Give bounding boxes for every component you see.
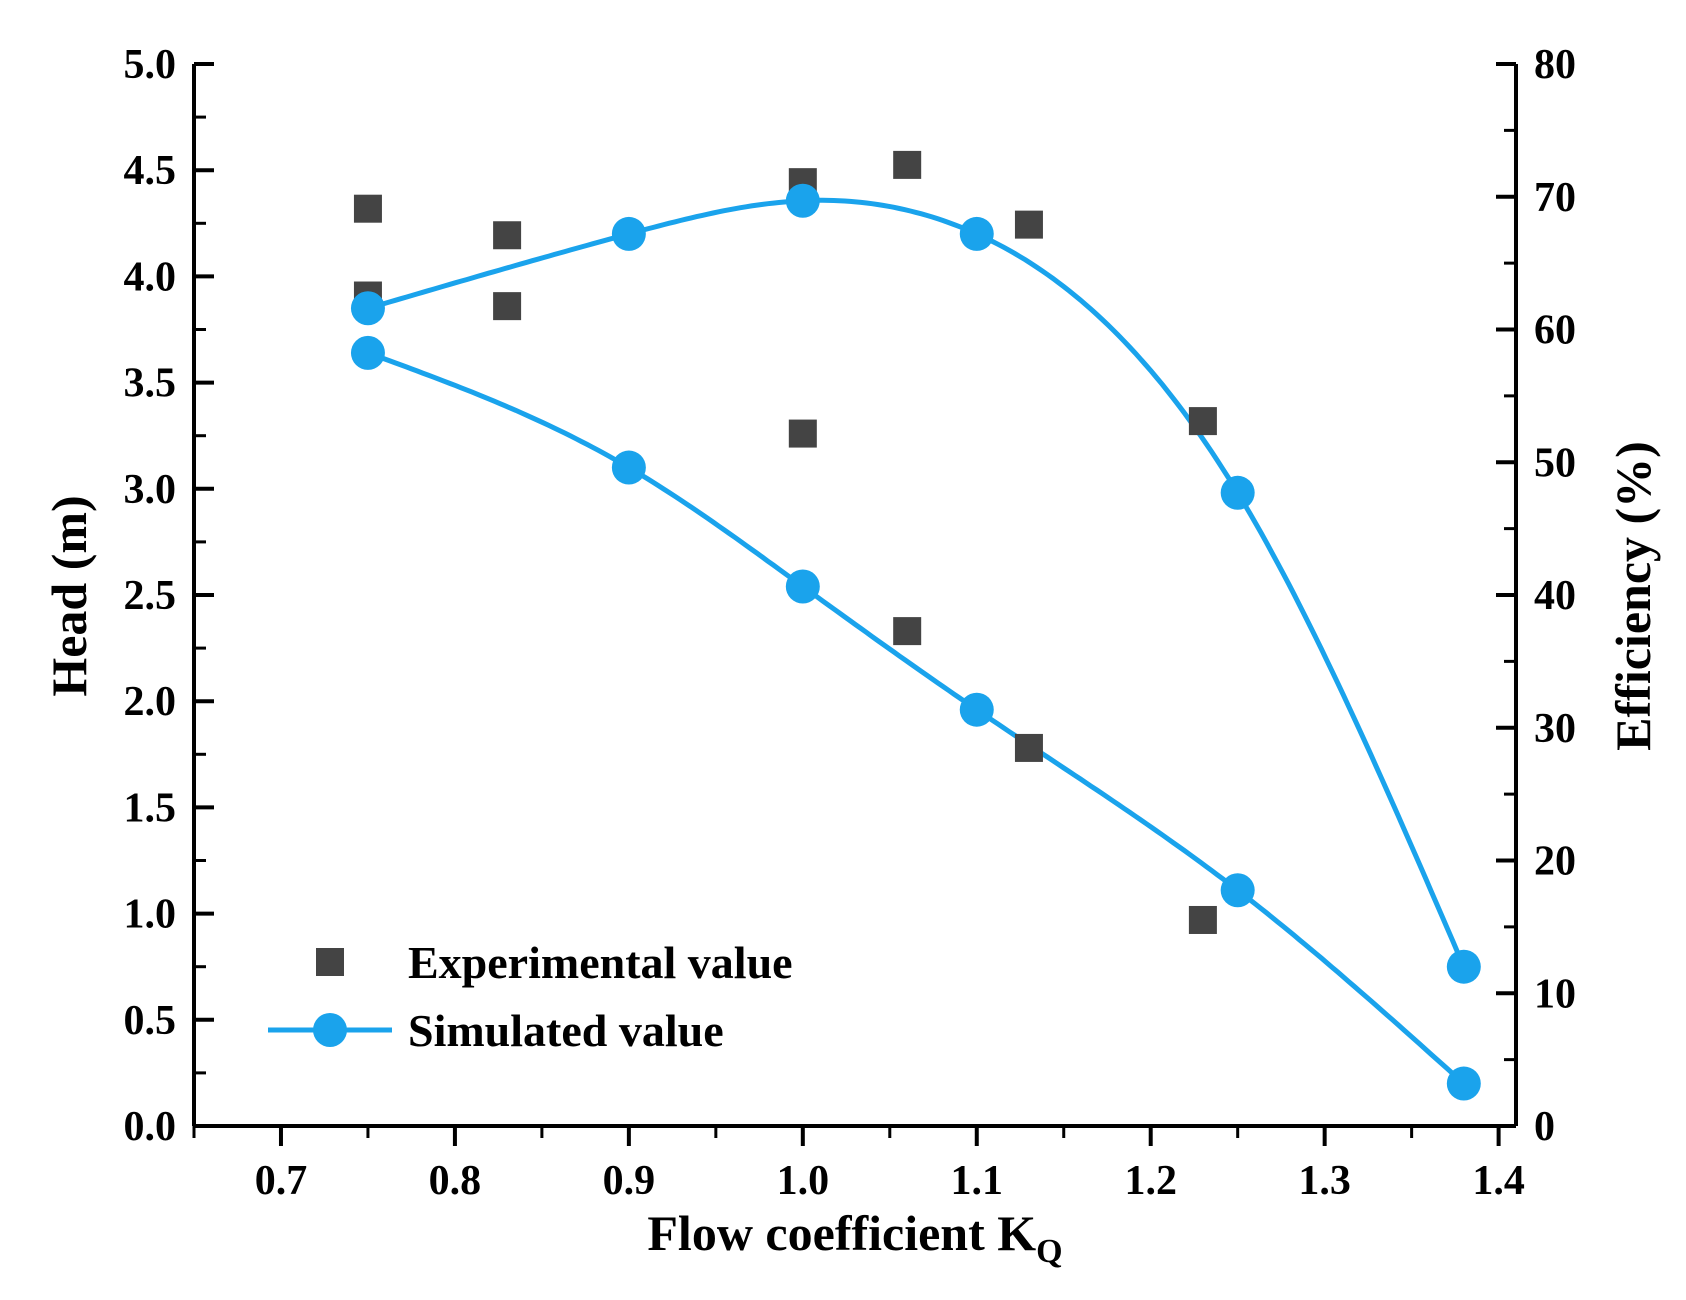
y-left-tick-label: 4.0: [124, 254, 177, 300]
simulated-head-point: [1220, 873, 1255, 908]
x-tick-label: 1.4: [1472, 1158, 1525, 1204]
legend-simulated-label: Simulated value: [408, 1005, 724, 1056]
y-right-tick-label: 80: [1534, 42, 1576, 88]
y-left-tick-label: 3.0: [124, 467, 177, 513]
y-right-tick-label: 40: [1534, 573, 1576, 619]
simulated-head-point: [350, 335, 385, 370]
simulated-head-point: [1446, 1066, 1481, 1101]
y-left-tick-label: 4.5: [124, 148, 177, 194]
y-axis-left-title: Head (m): [41, 495, 97, 696]
simulated-head-curve: [367, 350, 1466, 1086]
legend-experimental-label: Experimental value: [408, 937, 793, 988]
simulated-efficiency-point: [785, 183, 820, 218]
simulated-efficiency-point: [959, 216, 994, 251]
x-tick-label: 1.1: [951, 1158, 1004, 1204]
legend-simulated-marker: [313, 1013, 347, 1047]
experimental-head-point: [1014, 733, 1043, 762]
experimental-efficiency-point: [353, 194, 382, 223]
experimental-head-point: [1188, 905, 1217, 934]
x-tick-label: 1.3: [1298, 1158, 1351, 1204]
x-tick-label: 0.7: [255, 1158, 308, 1204]
experimental-head-point: [893, 617, 922, 646]
y-axis-right-title: Efficiency (%): [1605, 441, 1661, 751]
legend-experimental-marker: [316, 948, 344, 976]
experimental-efficiency-point: [1014, 210, 1043, 239]
experimental-efficiency-point: [1188, 407, 1217, 436]
experimental-efficiency-point: [893, 150, 922, 179]
y-right-tick-label: 30: [1534, 706, 1576, 752]
simulated-head-point: [959, 692, 994, 727]
y-left-tick-label: 5.0: [124, 42, 177, 88]
y-right-tick-label: 0: [1534, 1104, 1555, 1150]
plot-area: [350, 150, 1481, 1101]
y-left-tick-label: 2.0: [124, 679, 177, 725]
experimental-head-point: [788, 419, 817, 448]
x-tick-label: 0.9: [603, 1158, 656, 1204]
experimental-head-point: [493, 292, 522, 321]
y-right-tick-label: 70: [1534, 175, 1576, 221]
y-left-tick-label: 0.0: [124, 1104, 177, 1150]
legend: Experimental value Simulated value: [268, 937, 793, 1056]
x-tick-label: 0.8: [429, 1158, 482, 1204]
x-axis-title: Flow coefficient KQ: [647, 1205, 1062, 1270]
y-right-tick-label: 60: [1534, 308, 1576, 354]
axes: 0.7 0.8 0.9 1.0 1.1 1.2 1.3 1.4 0.0 0.5 1.0 1.5 2.0 2…: [124, 42, 1577, 1204]
x-tick-label: 1.0: [777, 1158, 830, 1204]
x-tick-label: 1.2: [1124, 1158, 1177, 1204]
simulated-efficiency-point: [1220, 475, 1255, 510]
simulated-efficiency-point: [1446, 949, 1481, 984]
simulated-efficiency-curve: [367, 197, 1467, 968]
y-left-tick-label: 3.5: [124, 361, 177, 407]
simulated-efficiency-point: [611, 216, 646, 251]
y-right-tick-label: 50: [1534, 440, 1576, 486]
y-right-tick-label: 20: [1534, 839, 1576, 885]
y-left-tick-label: 2.5: [124, 573, 177, 619]
y-left-tick-label: 1.5: [124, 785, 177, 831]
y-left-tick-label: 0.5: [124, 998, 177, 1044]
y-left-tick-label: 1.0: [124, 892, 177, 938]
simulated-head-point: [785, 569, 820, 604]
simulated-head-point: [611, 450, 646, 485]
simulated-efficiency-point: [350, 291, 385, 326]
y-right-tick-label: 10: [1534, 971, 1576, 1017]
experimental-efficiency-point: [493, 221, 522, 250]
